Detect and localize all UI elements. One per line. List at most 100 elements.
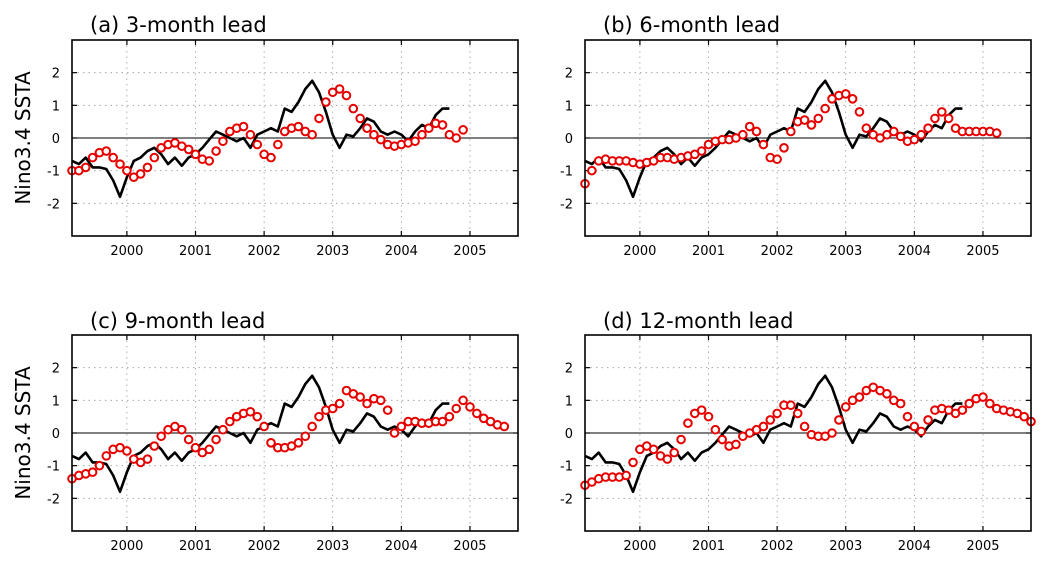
panel-a-forecast-point-36 [314, 113, 324, 124]
panel-c-ytick-label-2: 0 [52, 427, 60, 442]
panel-c: (c) 9-month lead Nino3.4 SSTA 2000 2001 20… [11, 309, 519, 554]
panel-b-ytick-label-3: 1 [565, 99, 573, 114]
panel-b-forecast-point-53 [943, 113, 954, 124]
panel-d-xtick-label-3: 2003 [829, 539, 862, 554]
panel-d-forecast-point-64 [1019, 411, 1029, 422]
panel-a-forecast-point-43 [362, 123, 372, 133]
panel-b-xtick-label-5: 2005 [966, 244, 999, 259]
panel-b-forecast-point-48 [909, 134, 920, 145]
panel-a-forecast-point-57 [458, 125, 468, 135]
panel-c-forecast-point-23 [225, 416, 235, 427]
panel-d-forecast-point-49 [916, 426, 927, 437]
panel-d-forecast-point-18 [703, 411, 714, 422]
panel-b-frame [584, 39, 1032, 237]
panel-c-forecast-point-28 [259, 421, 269, 432]
panel-c-ytick-label-3: 1 [52, 394, 60, 409]
panel-c-forecast-point-17 [183, 434, 194, 445]
panel-c-forecast-point-12 [149, 441, 160, 451]
panel-b-xtick-label-4: 2004 [898, 244, 931, 259]
panel-c-ylabel: Nino3.4 SSTA [11, 366, 35, 500]
panel-a-ylabel: Nino3.4 SSTA [11, 71, 35, 205]
panel-a-forecast-point-18 [190, 149, 201, 160]
panel-a-forecast-point-51 [417, 129, 427, 140]
panel-a-forecast-point-37 [321, 97, 331, 107]
panel-a-forecast-point-40 [341, 90, 352, 101]
panel-d-forecast-point-44 [882, 389, 892, 399]
panel-b-ytick-label-2: 0 [565, 132, 573, 147]
panel-c-forecast-point-34 [300, 431, 311, 442]
panel-b-forecast-point-60 [991, 128, 1002, 138]
panel-d-forecast-point-32 [799, 421, 810, 432]
panel-c-xtick-label-1: 2001 [179, 539, 212, 554]
panel-c-xtick-label-3: 2003 [316, 539, 349, 554]
panel-a-forecast-point-54 [437, 120, 448, 130]
panel-d-forecast-point-40 [854, 392, 865, 402]
panel-c-xtick-label-2: 2002 [248, 539, 281, 554]
panel-c-forecast-point-39 [334, 398, 345, 409]
panel-d-forecast-point-46 [895, 398, 906, 409]
panel-c-forecast-point-27 [252, 411, 263, 422]
panel-a-forecast-point-12 [149, 152, 160, 163]
panel-b-title: (b) 6-month lead [603, 13, 780, 37]
panel-a-forecast-point-26 [245, 129, 256, 140]
panel-c-title: (c) 9-month lead [90, 309, 265, 333]
panel-a-forecast-point-21 [211, 146, 221, 156]
panel-d-forecast-point-22 [731, 439, 741, 450]
panel-d: (d) 12-month lead 2000 2001 2002 2003 2004 20… [560, 309, 1036, 554]
panel-d-xtick-label-4: 2004 [898, 539, 931, 554]
panel-b-forecast-point-38 [840, 89, 851, 99]
panel-b-forecast-point-23 [738, 129, 748, 140]
panel-c-forecast-point-54 [437, 416, 448, 427]
panel-c-forecast-point-47 [389, 428, 400, 438]
panel-d-forecast-point-13 [669, 447, 680, 458]
panel-d-forecast-point-55 [957, 405, 968, 415]
panel-a-forecast-point-17 [183, 144, 194, 155]
panel-b-forecast-point-26 [758, 139, 769, 150]
panel-d-forecast-point-12 [662, 454, 673, 464]
panel-a-ytick-label-3: 1 [52, 99, 60, 114]
panel-c-forecast-point-43 [362, 398, 372, 409]
panel-a-forecast-point-33 [293, 121, 304, 132]
panel-d-forecast-point-30 [786, 400, 796, 411]
panel-b-forecast-point-46 [895, 131, 906, 142]
panel-d-forecast-point-26 [758, 421, 769, 432]
panel-a-forecast-point-3 [87, 152, 98, 163]
panel-c-forecast-point-26 [245, 406, 256, 417]
panel-c-ytick-label-0: -2 [47, 492, 60, 507]
panel-d-forecast-point-27 [765, 415, 776, 425]
panel-d-forecast-point-58 [978, 392, 988, 402]
panel-a-xtick-label-4: 2004 [385, 244, 418, 259]
panel-a-forecast-point-50 [410, 136, 420, 147]
panel-d-observed-line [584, 374, 963, 494]
panel-d-forecast-point-20 [717, 434, 728, 445]
panel-a-forecast-point-7 [115, 159, 125, 169]
panel-d-forecast-point-14 [676, 434, 686, 445]
panel-b-forecast-point-25 [751, 126, 762, 137]
panel-c-ytick-label-1: -1 [47, 460, 60, 475]
panel-c-forecast-point-63 [499, 421, 510, 432]
panel-d-ytick-label-4: 2 [565, 362, 573, 377]
panel-b-xtick-label-2: 2002 [761, 244, 794, 259]
panel-a-xtick-label-5: 2005 [453, 244, 486, 259]
panel-c-xtick-label-5: 2005 [453, 539, 486, 554]
panel-a-xtick-label-2: 2002 [248, 244, 281, 259]
panel-b-forecast-point-50 [923, 123, 933, 133]
panel-c-forecast-point-5 [101, 451, 112, 461]
panel-a-forecast-point-29 [266, 152, 276, 163]
panel-a-forecast-point-20 [204, 156, 215, 166]
panel-b-forecast-point-35 [820, 103, 830, 114]
panel-c-forecast-point-13 [156, 431, 166, 442]
panel-c-forecast-point-22 [218, 424, 228, 435]
panel-a-forecast-point-30 [273, 139, 283, 150]
panel-b-forecast-point-30 [786, 126, 796, 137]
panel-c-forecast-point-46 [382, 405, 393, 415]
panel-a-forecast-point-5 [101, 146, 112, 156]
panel-a-xtick-label-0: 2000 [110, 244, 143, 259]
panel-d-forecast-point-59 [985, 398, 995, 409]
panel-d-ytick-label-0: -2 [560, 492, 573, 507]
panel-a-frame [71, 39, 519, 237]
panel-c-forecast-point-58 [465, 402, 475, 412]
panel-a-xtick-label-1: 2001 [179, 244, 212, 259]
panel-c-forecast-point-4 [94, 460, 105, 471]
